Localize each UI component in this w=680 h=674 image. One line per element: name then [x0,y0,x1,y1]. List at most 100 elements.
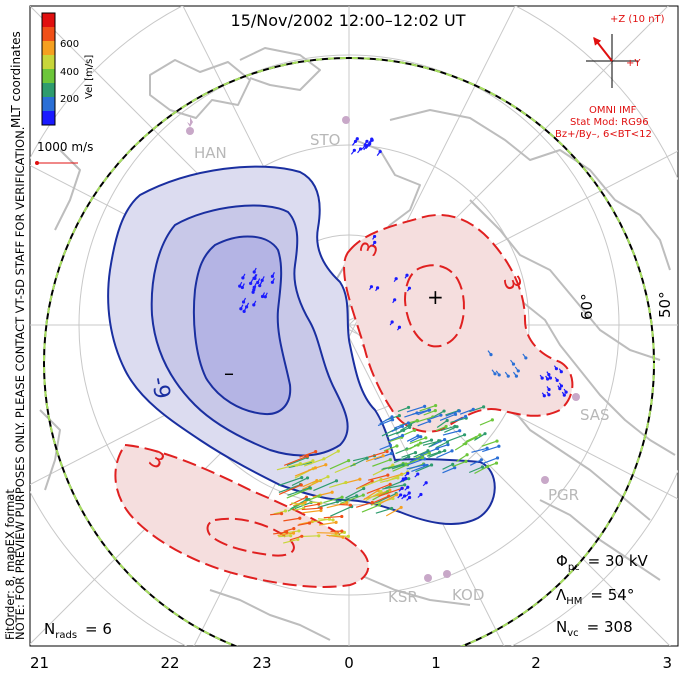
velocity-vector [474,433,486,441]
velocity-vector [454,415,466,422]
velocity-vector [312,518,330,523]
velocity-vector-origin [427,451,431,455]
velocity-vector [388,436,402,443]
velocity-vector-origin [377,503,382,507]
velocity-vector-origin [558,387,562,391]
velocity-vector [419,404,436,412]
velocity-vector [417,409,430,416]
velocity-vector-origin [401,433,405,438]
velocity-vector [330,506,352,517]
velocity-vector-origin [446,443,450,447]
velocity-vector-origin [379,477,383,482]
velocity-vector-origin [495,456,500,460]
velocity-vector-origin [367,143,371,147]
velocity-vector-origin [419,492,423,497]
velocity-vector-origin [548,376,553,380]
velocity-vector-origin [489,353,493,357]
imf-y-label: +Y [626,58,641,69]
velocity-vector-origin [319,506,323,510]
velocity-vector [278,484,302,495]
velocity-vector-origin [240,285,244,290]
velocity-vector-origin [415,411,419,415]
velocity-vector-origin [506,374,510,378]
velocity-vector [394,422,409,429]
velocity-vector-origin [317,494,321,498]
imf-z-label: +Z (10 nT) [610,14,665,25]
velocity-vector-origin [311,459,315,463]
velocity-vector [312,476,329,485]
velocity-vector-origin [483,432,487,436]
velocity-vector-origin [497,373,501,377]
imf-model-line1: Stat Mod: RG96 [570,117,649,128]
station-label-ksr: KSR [388,588,418,606]
velocity-vector [391,425,403,433]
velocity-vector [303,458,325,467]
velocity-vector [372,459,391,467]
velocity-vector-origin [437,439,441,443]
velocity-vector-origin [404,476,408,481]
velocity-vector [339,503,351,506]
velocity-vector-origin [457,409,461,413]
velocity-vector [406,457,423,465]
velocity-vector [339,495,357,503]
velocity-vector [293,507,304,511]
velocity-vector [435,441,448,449]
velocity-vector-origin [408,425,412,429]
velocity-vector [426,451,440,457]
velocity-vector-origin [485,446,489,450]
velocity-vector [316,532,337,534]
nvc-stat: Nvc = 308 [556,618,633,639]
velocity-vector [323,515,342,519]
lambda-hm-stat: ΛHM = 54° [556,586,634,607]
velocity-vector [409,456,423,463]
velocity-vector [365,490,382,502]
velocity-vector [454,443,466,451]
velocity-vector [297,522,310,526]
velocity-vector-origin [424,436,428,440]
velocity-vector [329,481,347,488]
velocity-vector-origin [453,412,458,416]
velocity-vector [283,455,308,466]
velocity-vector-origin [300,475,304,480]
velocity-vector-origin [439,413,443,417]
velocity-vector [445,410,460,417]
velocity-vector-origin [400,486,404,490]
velocity-vector-origin [407,455,411,459]
colorbar-cell [42,41,55,56]
hm-boundary-dash [43,57,655,646]
velocity-vector [406,458,425,466]
velocity-vector-origin [394,277,398,281]
velocity-vector [392,464,408,472]
velocity-vector-origin [424,481,428,485]
velocity-vector [401,452,416,458]
velocity-vector-origin [341,535,345,539]
mlt-tick-label: 3 [662,654,672,672]
velocity-vector [377,419,393,427]
velocity-vector-origin [397,414,401,418]
velocity-vector [428,440,440,448]
velocity-vector [393,456,409,464]
velocity-vector [293,501,306,507]
velocity-vector-origin [437,450,442,454]
velocity-vector-origin [326,475,330,479]
velocity-vector [423,410,436,416]
mlt-axis: 21 22 23 0 1 2 3 [30,654,672,672]
velocity-vector [313,480,337,492]
velocity-vector-origin [375,286,380,290]
velocity-vector [312,491,333,498]
velocity-vector [409,437,426,445]
velocity-vector [406,435,419,442]
velocity-vector [375,507,392,514]
velocity-vector-origin [419,435,423,439]
velocity-vector-origin [516,369,520,373]
velocity-vector-origin [241,300,246,304]
velocity-vector-origin [297,529,301,533]
velocity-vector [382,484,405,490]
velocity-vector-origin [358,477,362,481]
velocity-vector [442,463,453,470]
velocity-vector-origin [369,285,374,289]
velocity-vector [302,480,318,488]
velocity-vector [442,430,460,436]
velocity-vector-origin [340,529,344,533]
velocity-vector-origin [348,503,353,507]
